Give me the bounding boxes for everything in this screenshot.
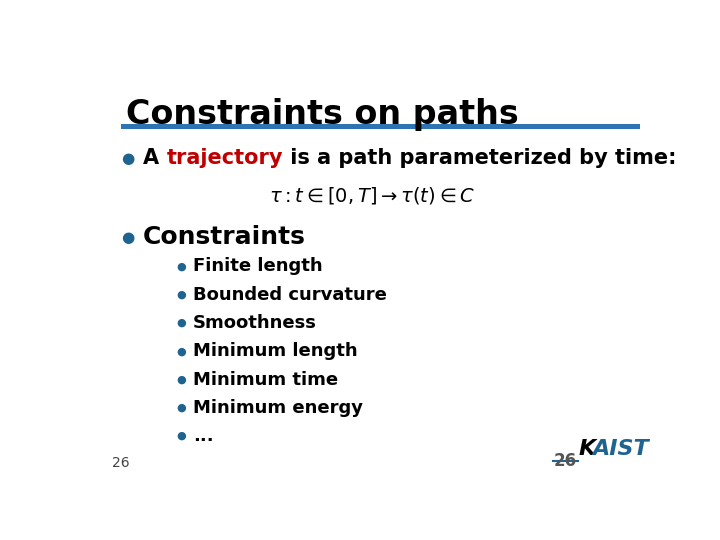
Text: K: K: [578, 439, 595, 459]
Text: Minimum length: Minimum length: [193, 342, 358, 360]
Text: ●: ●: [176, 346, 186, 356]
FancyBboxPatch shape: [121, 124, 639, 129]
Text: $\tau : t \in [0, T] \rightarrow \tau(t) \in C$: $\tau : t \in [0, T] \rightarrow \tau(t)…: [269, 185, 475, 206]
Text: 26: 26: [553, 452, 576, 470]
Text: Finite length: Finite length: [193, 258, 323, 275]
Text: ●: ●: [176, 403, 186, 413]
Text: ●: ●: [176, 290, 186, 300]
Text: ●: ●: [176, 261, 186, 272]
Text: ●: ●: [176, 375, 186, 384]
Text: ●: ●: [121, 230, 134, 245]
Text: ●: ●: [121, 151, 134, 166]
Text: ...: ...: [193, 427, 214, 445]
Text: Minimum energy: Minimum energy: [193, 399, 363, 417]
Text: A: A: [143, 148, 166, 168]
Text: 26: 26: [112, 456, 130, 470]
Text: AIST: AIST: [593, 439, 649, 459]
Text: is a path parameterized by time:: is a path parameterized by time:: [283, 148, 676, 168]
Text: Smoothness: Smoothness: [193, 314, 317, 332]
Text: Bounded curvature: Bounded curvature: [193, 286, 387, 303]
Text: Constraints on paths: Constraints on paths: [126, 98, 519, 131]
Text: ●: ●: [176, 431, 186, 441]
Text: Constraints: Constraints: [143, 225, 306, 249]
Text: Minimum time: Minimum time: [193, 370, 338, 389]
Text: trajectory: trajectory: [166, 148, 283, 168]
Text: ●: ●: [176, 318, 186, 328]
